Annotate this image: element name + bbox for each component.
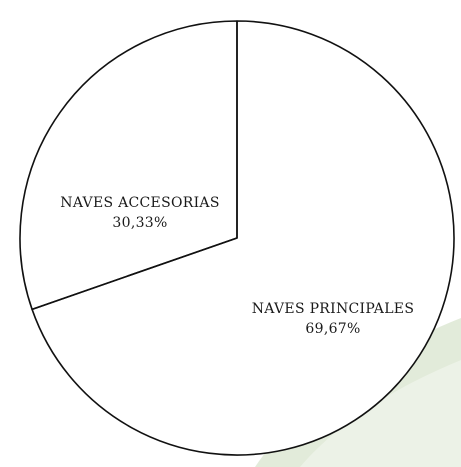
slice-label: NAVES ACCESORIAS [60, 195, 219, 211]
slice-value-label: 30,33% [112, 215, 167, 231]
slice-label: NAVES PRINCIPALES [252, 301, 414, 317]
pie-slices [20, 21, 454, 455]
slice-value-label: 69,67% [305, 321, 360, 337]
